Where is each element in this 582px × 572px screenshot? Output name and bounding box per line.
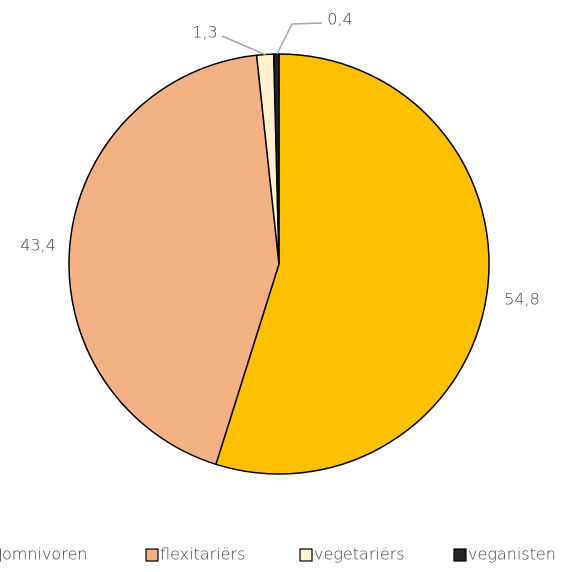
leader-line [276,22,323,55]
data-label: 1,3 [192,23,217,42]
legend-swatch [453,548,467,562]
pie-slice [214,53,490,475]
legend-swatch [145,548,159,562]
legend-label: vegetariërs [314,545,405,564]
pie-slice [272,53,280,265]
legend-label: flexitariërs [160,545,245,564]
legend-swatch [299,548,313,562]
data-label: 54,8 [504,290,540,309]
legend-label: veganisten [468,545,556,564]
legend-label: omnivoren [2,545,87,564]
pie-slice [68,54,280,466]
data-label: 0,4 [327,10,352,29]
leader-line [221,35,267,56]
data-label: 43,4 [20,236,56,255]
